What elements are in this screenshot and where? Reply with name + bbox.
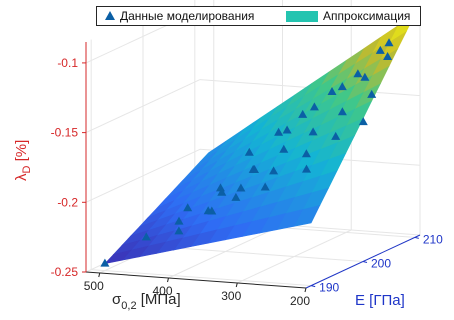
- data-point-triangle: [301, 149, 311, 158]
- x-tick: [167, 277, 169, 283]
- data-point-triangle: [383, 52, 393, 60]
- data-point-triangle: [337, 107, 347, 116]
- grid-line-floor-e: [91, 269, 312, 287]
- data-point-triangle: [279, 144, 289, 153]
- x-tick: [304, 287, 307, 293]
- data-point-triangle: [250, 165, 259, 173]
- data-point-triangle: [269, 166, 279, 175]
- data-point-triangle: [244, 147, 254, 156]
- x-axis-title: σ0,2 [МПа]: [112, 291, 181, 312]
- data-point-triangle: [100, 258, 110, 267]
- data-point-triangle: [231, 192, 241, 201]
- y-tick: [311, 285, 316, 288]
- data-point-triangle: [308, 127, 318, 136]
- data-point-triangle: [302, 164, 311, 173]
- z-tick-label: -0.25: [51, 265, 79, 279]
- data-point-triangle: [375, 45, 385, 54]
- data-point-triangle: [360, 72, 370, 81]
- x-tick: [98, 272, 101, 278]
- z-axis-title: λD [%]: [13, 140, 33, 181]
- data-point-triangle: [274, 127, 284, 136]
- data-point-triangle: [174, 216, 184, 225]
- x-tick-label: 300: [221, 289, 241, 303]
- legend-label-fit: Аппроксимация: [323, 9, 411, 23]
- data-point-triangle: [358, 117, 368, 126]
- x-tick-label: 500: [84, 279, 104, 293]
- data-point-triangle: [236, 183, 246, 192]
- data-point-triangle: [331, 131, 341, 140]
- z-tick-label: -0.15: [51, 126, 79, 140]
- y-tick-label: 200: [371, 257, 391, 271]
- data-point-triangle: [260, 182, 270, 191]
- y-tick-label: 190: [319, 281, 339, 295]
- data-point-triangle: [282, 125, 292, 134]
- z-tick-label: -0.1: [57, 56, 78, 70]
- surface-layer: [104, 13, 416, 265]
- legend-label-simulation: Данные моделирования: [120, 9, 255, 23]
- y-tick: [362, 261, 368, 263]
- data-point-triangle: [337, 82, 347, 91]
- surface-patch: [104, 249, 132, 265]
- data-point-triangle: [353, 69, 363, 78]
- data-point-triangle: [298, 109, 308, 118]
- x-tick-label: 400: [152, 284, 172, 298]
- legend: Данные моделирования Аппроксимация: [96, 6, 421, 26]
- legend-swatch-surface: [286, 11, 318, 22]
- y-tick: [414, 236, 419, 239]
- y-tick-label: 210: [423, 232, 443, 246]
- data-point-triangle: [174, 226, 184, 235]
- data-point-triangle: [367, 89, 377, 98]
- y-axis-title: E [ГПа]: [355, 292, 405, 309]
- legend-marker-triangle-icon: [105, 11, 115, 20]
- data-point-triangle: [384, 38, 394, 47]
- data-point-triangle: [309, 102, 319, 111]
- data-point-triangle: [327, 87, 337, 95]
- data-point-triangle: [217, 187, 227, 196]
- x-axis-line: [85, 271, 307, 289]
- z-tick-label: -0.2: [57, 195, 78, 209]
- x-tick-label: 200: [290, 294, 310, 308]
- data-point-triangle: [203, 206, 213, 215]
- data-point-triangle: [141, 232, 151, 241]
- x-tick: [235, 282, 238, 288]
- axis-layer: 200 300 400 500 190 200 210 -0.25 -0.2 -0.15 -0.1 σ…: [13, 42, 443, 312]
- data-point-triangle: [183, 203, 193, 212]
